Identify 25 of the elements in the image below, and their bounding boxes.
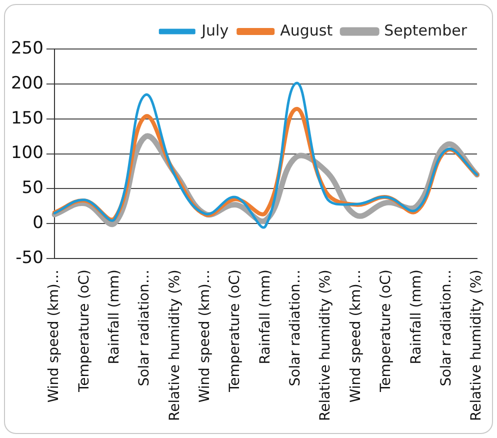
x-tick-label: Solar radiation…	[288, 270, 304, 386]
y-tick-label: 250	[10, 38, 44, 58]
x-tick-label: Relative humidity (%)	[468, 270, 485, 422]
x-tick-label: Wind speed (km)…	[46, 270, 62, 403]
x-tick-label: Rainfall (mm)	[106, 270, 122, 364]
legend-label: July	[200, 21, 229, 40]
y-tick-label: 50	[22, 178, 44, 198]
y-tick-label: 0	[32, 213, 44, 234]
x-tick-label: Solar radiation…	[438, 270, 454, 386]
x-tick-label: Temperature (oC)	[378, 270, 394, 393]
x-tick-label: Wind speed (km)…	[348, 270, 364, 403]
y-tick-label: 100	[10, 143, 44, 164]
y-tick-label: 200	[10, 73, 44, 94]
legend-label: September	[384, 21, 468, 40]
x-tick-label: Temperature (oC)	[227, 270, 244, 393]
legend-label: August	[280, 21, 333, 40]
y-tick-label: -50	[16, 248, 44, 268]
x-tick-label: Rainfall (mm)	[257, 270, 274, 364]
y-tick-label: 150	[10, 108, 44, 128]
x-tick-label: Solar radiation…	[136, 270, 153, 386]
x-tick-label: Temperature (oC)	[76, 270, 92, 393]
x-tick-label: Relative humidity (%)	[318, 270, 334, 422]
x-tick-label: Wind speed (km)…	[197, 270, 213, 403]
x-tick-label: Relative humidity (%)	[166, 270, 183, 422]
x-tick-label: Rainfall (mm)	[408, 270, 424, 364]
